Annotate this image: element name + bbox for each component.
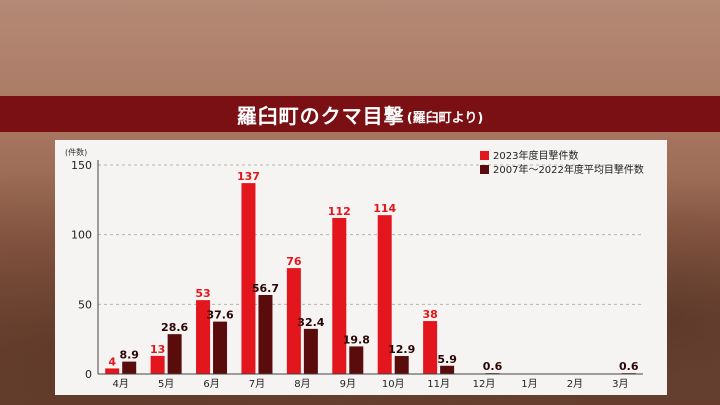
data-label-average: 8.9 (119, 349, 139, 362)
data-label-2023: 38 (422, 308, 437, 321)
bars: 4 13 53 137 76 112 114 38 8.9 28.6 37.6 56.7 32.4 19.… (105, 170, 639, 374)
data-label-average: 0.6 (619, 360, 639, 373)
bar-2023 (423, 321, 438, 374)
data-label-2023: 114 (373, 202, 396, 215)
bar-2023 (286, 268, 301, 374)
x-tick-label: 9月 (340, 378, 356, 390)
data-label-2023: 53 (195, 287, 210, 300)
bar-average (349, 346, 364, 374)
x-tick-label: 12月 (473, 378, 496, 390)
x-axis: 4月 5月 6月 7月 8月 9月 10月 11月 12月 1月 2月 3月 (98, 373, 643, 390)
bar-2023 (377, 215, 392, 374)
y-tick-label: 100 (71, 229, 92, 242)
data-label-average: 0.6 (483, 360, 503, 373)
data-label-average: 56.7 (252, 282, 279, 295)
chart-subtitle: (羅臼町より) (406, 110, 484, 126)
x-tick-label: 11月 (427, 378, 450, 390)
data-label-2023: 112 (328, 205, 351, 218)
bar-2023 (150, 355, 165, 374)
bar-2023 (105, 368, 120, 374)
data-label-2023: 76 (286, 255, 302, 268)
data-label-average: 19.8 (343, 333, 370, 346)
title-bar: 羅臼町のクマ目撃 (羅臼町より) (0, 96, 720, 132)
x-tick-label: 4月 (113, 378, 129, 390)
bar-2023 (241, 183, 256, 374)
y-axis: 0 50 100 150 (71, 159, 99, 381)
x-tick-label: 5月 (158, 378, 174, 390)
bar-2023 (196, 300, 211, 374)
legend-swatch-avg (480, 165, 489, 174)
bar-chart: 0 50 100 150 4 13 53 137 76 112 114 38 8.9 28.6 37.6 5… (65, 147, 644, 390)
x-tick-label: 6月 (203, 378, 219, 390)
bar-2023 (332, 217, 347, 374)
legend: 2023年度目撃件数 2007年～2022年度平均目撃件数 (480, 149, 644, 176)
bar-average (258, 294, 273, 374)
bar-average (303, 328, 318, 374)
grid-lines (98, 164, 643, 305)
x-tick-label: 10月 (382, 378, 405, 390)
y-tick-label: 50 (78, 298, 92, 311)
bar-average (122, 361, 137, 374)
data-label-average: 28.6 (161, 321, 188, 334)
bar-average (213, 321, 228, 374)
bar-average (167, 334, 182, 374)
bar-average (440, 365, 455, 374)
data-label-2023: 13 (150, 343, 165, 356)
data-label-average: 5.9 (437, 353, 457, 366)
legend-swatch-2023 (480, 151, 489, 160)
x-tick-label: 8月 (294, 378, 310, 390)
x-tick-label: 7月 (249, 378, 265, 390)
data-label-average: 37.6 (206, 309, 233, 322)
legend-label-avg: 2007年～2022年度平均目撃件数 (493, 163, 644, 176)
y-tick-label: 0 (85, 368, 92, 381)
legend-label-2023: 2023年度目撃件数 (493, 149, 578, 162)
bar-average (394, 356, 409, 374)
data-label-average: 32.4 (297, 316, 324, 329)
x-tick-label: 2月 (567, 378, 583, 390)
chart-panel: 0 50 100 150 4 13 53 137 76 112 114 38 8.9 28.6 37.6 5… (55, 140, 667, 395)
y-unit-label: (件数) (65, 147, 87, 157)
chart-title: 羅臼町のクマ目撃 (236, 103, 405, 128)
x-tick-label: 1月 (521, 378, 537, 390)
data-label-2023: 137 (237, 170, 260, 183)
data-label-2023: 4 (108, 355, 116, 368)
y-tick-label: 150 (71, 159, 92, 172)
data-label-average: 12.9 (388, 343, 415, 356)
x-tick-label: 3月 (612, 378, 628, 390)
